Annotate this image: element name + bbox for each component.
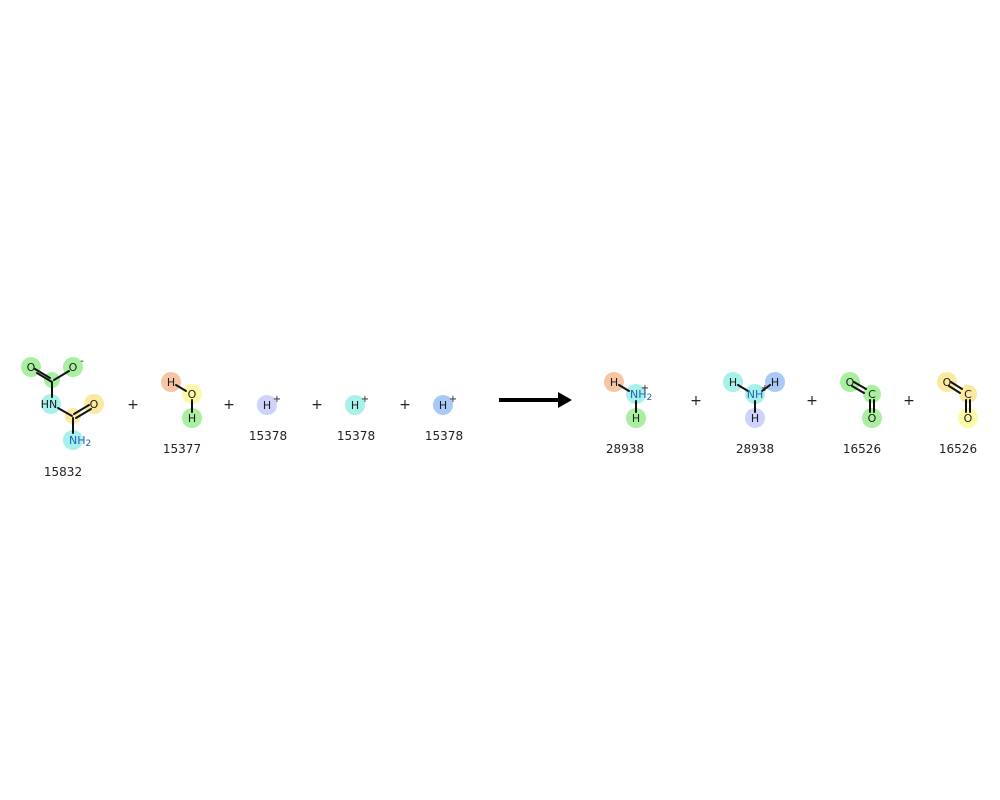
reactant-molecule-2: H O H [161, 372, 202, 428]
highlight-h [345, 395, 365, 415]
highlight-c [863, 385, 881, 403]
charge-plus: + [449, 394, 457, 405]
atom-o: O [868, 412, 877, 425]
plus-sign: + [806, 393, 818, 409]
highlight-h [723, 372, 743, 392]
product-id-1: 28938 [606, 442, 644, 456]
bond-double-a [853, 381, 867, 390]
atom-o: O [964, 412, 973, 425]
bond-double-a [950, 381, 963, 390]
reactant-id-2: 15377 [163, 442, 201, 456]
atom-n: NH [747, 388, 764, 401]
highlight-o2 [84, 394, 104, 414]
reactant-molecule-5: H + [433, 394, 457, 415]
product-id-3: 16526 [843, 442, 881, 456]
atom-h: H [771, 376, 779, 389]
highlight-o [958, 408, 978, 428]
reactant-id-5: 15378 [425, 429, 463, 443]
atom-c: C [868, 388, 876, 401]
atom-h: H [632, 412, 640, 425]
bond-h-n [618, 384, 630, 392]
reaction-arrow [499, 392, 572, 408]
highlight-o [182, 384, 202, 404]
atom-o: O [846, 376, 855, 389]
atom-o: O [943, 376, 952, 389]
reactant-molecule-4: H + [345, 394, 369, 415]
highlight-n [626, 384, 646, 404]
charge-plus: + [641, 383, 649, 394]
plus-sign: + [311, 397, 323, 413]
charge-minus: - [80, 356, 84, 367]
reactant-id-1: 15832 [44, 465, 82, 479]
atom-c: C [964, 388, 972, 401]
plus-sign: + [399, 397, 411, 413]
atom-h: H [439, 399, 447, 412]
bond-double-b [948, 385, 961, 394]
highlight-h [161, 372, 181, 392]
reactant-id-3: 15378 [249, 429, 287, 443]
highlight-h [745, 408, 765, 428]
plus-sign: + [223, 397, 235, 413]
highlight-n [745, 384, 765, 404]
highlight-o [21, 357, 41, 377]
highlight-c [959, 385, 977, 403]
product-id-2: 28938 [736, 442, 774, 456]
highlight-nh2 [63, 430, 83, 450]
bond-h-n [737, 384, 749, 392]
product-molecule-1: H NH2 + H [604, 372, 652, 428]
atom-h: H [729, 376, 737, 389]
atom-o: O [90, 398, 99, 411]
plus-sign: + [127, 397, 139, 413]
highlight-h [257, 395, 277, 415]
highlight-h [433, 395, 453, 415]
bond-double-b [36, 372, 53, 383]
bond-double-b [851, 385, 865, 394]
product-molecule-2: H H NH + H [723, 372, 785, 428]
product-molecule-3: O C O [840, 372, 882, 428]
highlight-hn [41, 394, 61, 414]
bond-h-o [175, 384, 187, 392]
atom-h: H [351, 399, 359, 412]
atom-o: O [69, 361, 78, 374]
charge-plus: + [361, 394, 369, 405]
atom-n: NH2 [69, 434, 91, 449]
plus-sign: + [903, 393, 915, 409]
atom-o: O [188, 388, 197, 401]
product-molecule-4: O C O [937, 372, 978, 428]
atom-h: H [167, 376, 175, 389]
bond-c2-o-a [73, 404, 90, 415]
reactant-id-4: 15378 [337, 429, 375, 443]
product-id-4: 16526 [939, 442, 977, 456]
highlight-h [626, 408, 646, 428]
atom-n: NH2 [630, 388, 652, 403]
highlight-o [862, 408, 882, 428]
plus-sign: + [690, 393, 702, 409]
bond-n-h [761, 384, 771, 392]
highlight-h [182, 408, 202, 428]
atom-hn: HN [41, 398, 58, 411]
reactant-molecule-3: H + [257, 394, 281, 415]
atom-o: O [27, 361, 36, 374]
bond-c-ominus [53, 370, 70, 381]
charge-plus: + [761, 383, 769, 394]
bond-c2-o-b [75, 408, 92, 419]
bond-n-c2 [57, 407, 73, 417]
highlight-h [604, 372, 624, 392]
highlight-h [765, 372, 785, 392]
atom-h: H [751, 412, 759, 425]
atom-h: H [188, 412, 196, 425]
reactant-molecule-1: O O - HN O NH2 [21, 356, 104, 450]
atom-h: H [610, 376, 618, 389]
bond-double-a [34, 368, 51, 379]
atom-h: H [263, 399, 271, 412]
charge-plus: + [273, 394, 281, 405]
